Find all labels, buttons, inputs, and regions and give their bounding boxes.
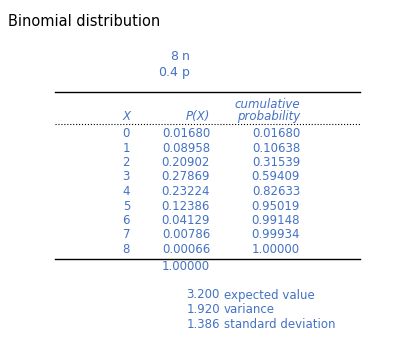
Text: standard deviation: standard deviation (224, 317, 336, 331)
Text: variance: variance (224, 303, 275, 316)
Text: 3: 3 (123, 171, 130, 183)
Text: 1.00000: 1.00000 (162, 261, 210, 273)
Text: 0.01680: 0.01680 (252, 127, 300, 140)
Text: 1.00000: 1.00000 (252, 243, 300, 256)
Text: 1.386: 1.386 (186, 317, 220, 331)
Text: 7: 7 (122, 228, 130, 241)
Text: 0: 0 (123, 127, 130, 140)
Text: 0.00066: 0.00066 (162, 243, 210, 256)
Text: p: p (182, 66, 190, 79)
Text: 6: 6 (122, 214, 130, 227)
Text: cumulative: cumulative (234, 98, 300, 111)
Text: 5: 5 (123, 200, 130, 212)
Text: 0.23224: 0.23224 (161, 185, 210, 198)
Text: P(X): P(X) (186, 110, 210, 123)
Text: 0.82633: 0.82633 (252, 185, 300, 198)
Text: 8: 8 (123, 243, 130, 256)
Text: 0.99934: 0.99934 (251, 228, 300, 241)
Text: 0.00786: 0.00786 (162, 228, 210, 241)
Text: 1.920: 1.920 (186, 303, 220, 316)
Text: 0.95019: 0.95019 (252, 200, 300, 212)
Text: 0.99148: 0.99148 (251, 214, 300, 227)
Text: 0.27869: 0.27869 (161, 171, 210, 183)
Text: 0.12386: 0.12386 (162, 200, 210, 212)
Text: Binomial distribution: Binomial distribution (8, 14, 160, 29)
Text: 8: 8 (170, 50, 178, 63)
Text: 0.10638: 0.10638 (252, 141, 300, 155)
Text: expected value: expected value (224, 288, 315, 302)
Text: 4: 4 (122, 185, 130, 198)
Text: 0.20902: 0.20902 (162, 156, 210, 169)
Text: n: n (182, 50, 190, 63)
Text: probability: probability (237, 110, 300, 123)
Text: 0.04129: 0.04129 (161, 214, 210, 227)
Text: 0.4: 0.4 (158, 66, 178, 79)
Text: 3.200: 3.200 (186, 288, 220, 302)
Text: 2: 2 (122, 156, 130, 169)
Text: 0.01680: 0.01680 (162, 127, 210, 140)
Text: 0.08958: 0.08958 (162, 141, 210, 155)
Text: 1: 1 (122, 141, 130, 155)
Text: X: X (122, 110, 130, 123)
Text: 0.59409: 0.59409 (252, 171, 300, 183)
Text: 0.31539: 0.31539 (252, 156, 300, 169)
